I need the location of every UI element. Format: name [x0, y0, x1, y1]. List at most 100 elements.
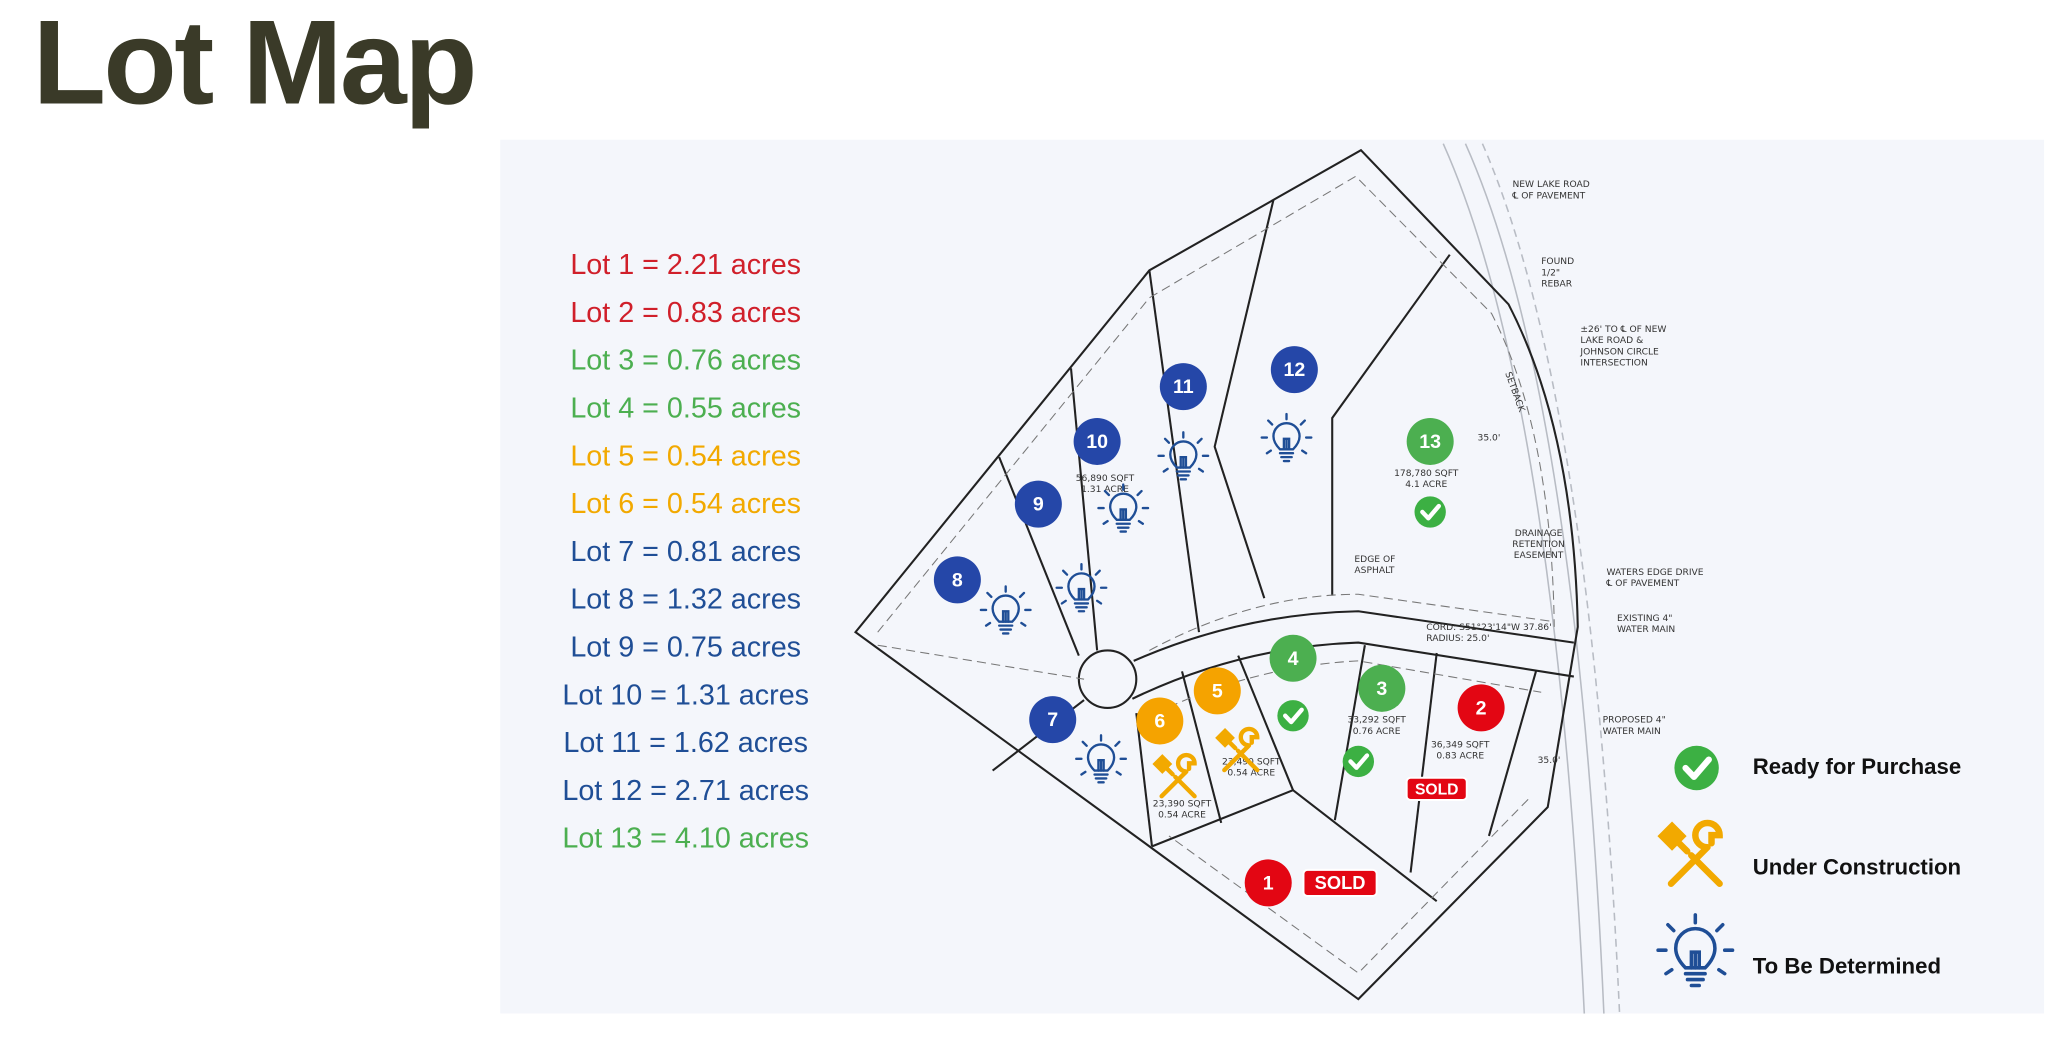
- annotation-line: ℄ OF PAVEMENT: [1511, 191, 1585, 201]
- check-circle: [1342, 745, 1375, 778]
- lot-acreage: Lot 6 = 0.54 acres: [570, 488, 801, 520]
- lot-number: 13: [1419, 431, 1441, 453]
- road-edge: [1133, 610, 1575, 662]
- annotation-line: WATERS EDGE DRIVE: [1607, 568, 1704, 578]
- check-icon: [1277, 700, 1309, 732]
- annotation-line: JOHNSON CIRCLE: [1579, 347, 1659, 357]
- plan-annotation: EXISTING 4" WATER MAIN: [1617, 613, 1675, 634]
- bulb: [1086, 743, 1116, 772]
- lot-line: [1148, 270, 1201, 633]
- bulb-base: [1175, 470, 1192, 481]
- lot-acreage: Lot 13 = 4.10 acres: [562, 823, 809, 855]
- annotation-line: ±26' TO ℄ OF NEW: [1580, 325, 1666, 335]
- lot-marker: [1457, 684, 1505, 732]
- plan-annotation: 56,890 SQFT 1.31 ACRE: [1076, 474, 1135, 495]
- bulb-rays: [1097, 483, 1150, 525]
- lot-number: 11: [1173, 376, 1194, 398]
- tbd-icon: [1157, 431, 1210, 481]
- tbd-icon: [1656, 913, 1735, 988]
- annotation-line: 56,890 SQFT: [1076, 474, 1135, 484]
- lot-number: 10: [1086, 431, 1108, 453]
- sold-label: SOLD: [1315, 872, 1366, 893]
- road-centerline: [1481, 143, 1621, 1014]
- lot-line: [1237, 655, 1295, 791]
- annotation-line: FOUND: [1541, 257, 1574, 267]
- annotation-line: NEW LAKE ROAD: [1512, 180, 1589, 190]
- lot-number: 12: [1283, 359, 1305, 381]
- legend-label: To Be Determined: [1753, 954, 1941, 979]
- check-mark: [1348, 753, 1370, 770]
- annotation-line: WATER MAIN: [1603, 726, 1661, 736]
- plan-annotation: EDGE OF ASPHALT: [1354, 555, 1395, 576]
- new-lake-road: [1442, 143, 1621, 1014]
- lot-marker: [1244, 859, 1292, 907]
- sold-badge: [1405, 776, 1468, 801]
- annotation-line: INTERSECTION: [1580, 358, 1647, 368]
- annotation-line: EDGE OF: [1354, 555, 1395, 565]
- plan-annotation: PROPOSED 4" WATER MAIN: [1603, 715, 1666, 736]
- lot-line: [1213, 199, 1275, 599]
- lot-acreage: Lot 9 = 0.75 acres: [570, 631, 801, 663]
- lot-marker: [1270, 346, 1318, 394]
- annotation-line: 0.54 ACRE: [1158, 810, 1206, 820]
- lot-marker: [1014, 480, 1062, 528]
- overlay: Lot 1 = 2.21 acres Lot 2 = 0.83 acres Lot …: [562, 180, 1961, 988]
- annotation-line: 1/2": [1541, 268, 1560, 278]
- tbd-icon: [1055, 563, 1108, 613]
- bulb-base: [1683, 971, 1707, 988]
- boundary: [853, 148, 1579, 1001]
- lot-marker: [1136, 697, 1184, 745]
- bulb-rays: [1157, 431, 1210, 473]
- annotation-line: 0.76 ACRE: [1353, 726, 1401, 736]
- bulb-rays: [979, 585, 1032, 627]
- lot-acreage: Lot 4 = 0.55 acres: [570, 392, 801, 424]
- lot-number: 6: [1154, 710, 1165, 732]
- plan-annotation: CORD: S51°23'14"W 37.86' RADIUS: 25.0': [1426, 622, 1551, 643]
- tbd-icon: [979, 585, 1032, 635]
- bulb: [1067, 572, 1096, 601]
- plan-annotation: DRAINAGE RETENTION EASEMENT: [1512, 528, 1565, 560]
- lot-number: 8: [952, 569, 963, 591]
- bulb-filament: [1689, 950, 1701, 970]
- lot-acreage: Lot 11 = 1.62 acres: [563, 727, 808, 759]
- annotation-line: EASEMENT: [1514, 551, 1564, 561]
- lot-number: 1: [1263, 872, 1274, 894]
- lot-acreage: Lot 1 = 2.21 acres: [570, 249, 801, 281]
- lot-marker: [1159, 363, 1207, 411]
- bulb-filament: [1282, 437, 1291, 451]
- annotation-line: CORD: S51°23'14"W 37.86': [1426, 622, 1551, 632]
- tbd-icon: [1097, 483, 1150, 533]
- lot-acreage: Lot 7 = 0.81 acres: [570, 536, 801, 568]
- annotation-line: 0.83 ACRE: [1436, 751, 1484, 761]
- annotation-line: 35.0': [1478, 433, 1501, 443]
- construction-icon: [1657, 819, 1723, 887]
- setback: [1155, 660, 1542, 714]
- tbd-icon: [1260, 412, 1313, 463]
- check-icon: [1674, 745, 1719, 791]
- plan-annotation: WATERS EDGE DRIVE ℄ OF PAVEMENT: [1606, 568, 1704, 589]
- lot-line: [998, 456, 1080, 657]
- lot-acreage: Lot 12 = 2.71 acres: [562, 775, 809, 807]
- setback: [1149, 593, 1555, 651]
- setback: [877, 644, 1085, 680]
- plan-annotation: 36,349 SQFT 0.83 ACRE: [1431, 740, 1490, 761]
- annotation-line: RADIUS: 25.0': [1426, 634, 1489, 644]
- check-icon: [1414, 496, 1446, 528]
- screwdriver-handle: [1657, 821, 1687, 851]
- content: Lot Map: [33, 0, 2045, 1014]
- lot-marker: [1269, 634, 1317, 682]
- annotation-line: 23,390 SQFT: [1153, 799, 1212, 809]
- lot-acreage: Lot 5 = 0.54 acres: [570, 440, 801, 472]
- lot-number: 4: [1288, 648, 1299, 670]
- check-mark: [1682, 756, 1712, 780]
- lot-acreage: Lot 3 = 0.76 acres: [570, 345, 801, 377]
- sold-label: SOLD: [1415, 781, 1459, 798]
- bulb: [1169, 440, 1198, 469]
- setback: [877, 175, 1555, 633]
- annotation-line: ASPHALT: [1354, 566, 1394, 576]
- lot-marker: [1358, 664, 1406, 712]
- bulb: [1272, 422, 1301, 451]
- annotation-line: 4.1 ACRE: [1405, 479, 1447, 489]
- bulb-filament: [1119, 508, 1128, 522]
